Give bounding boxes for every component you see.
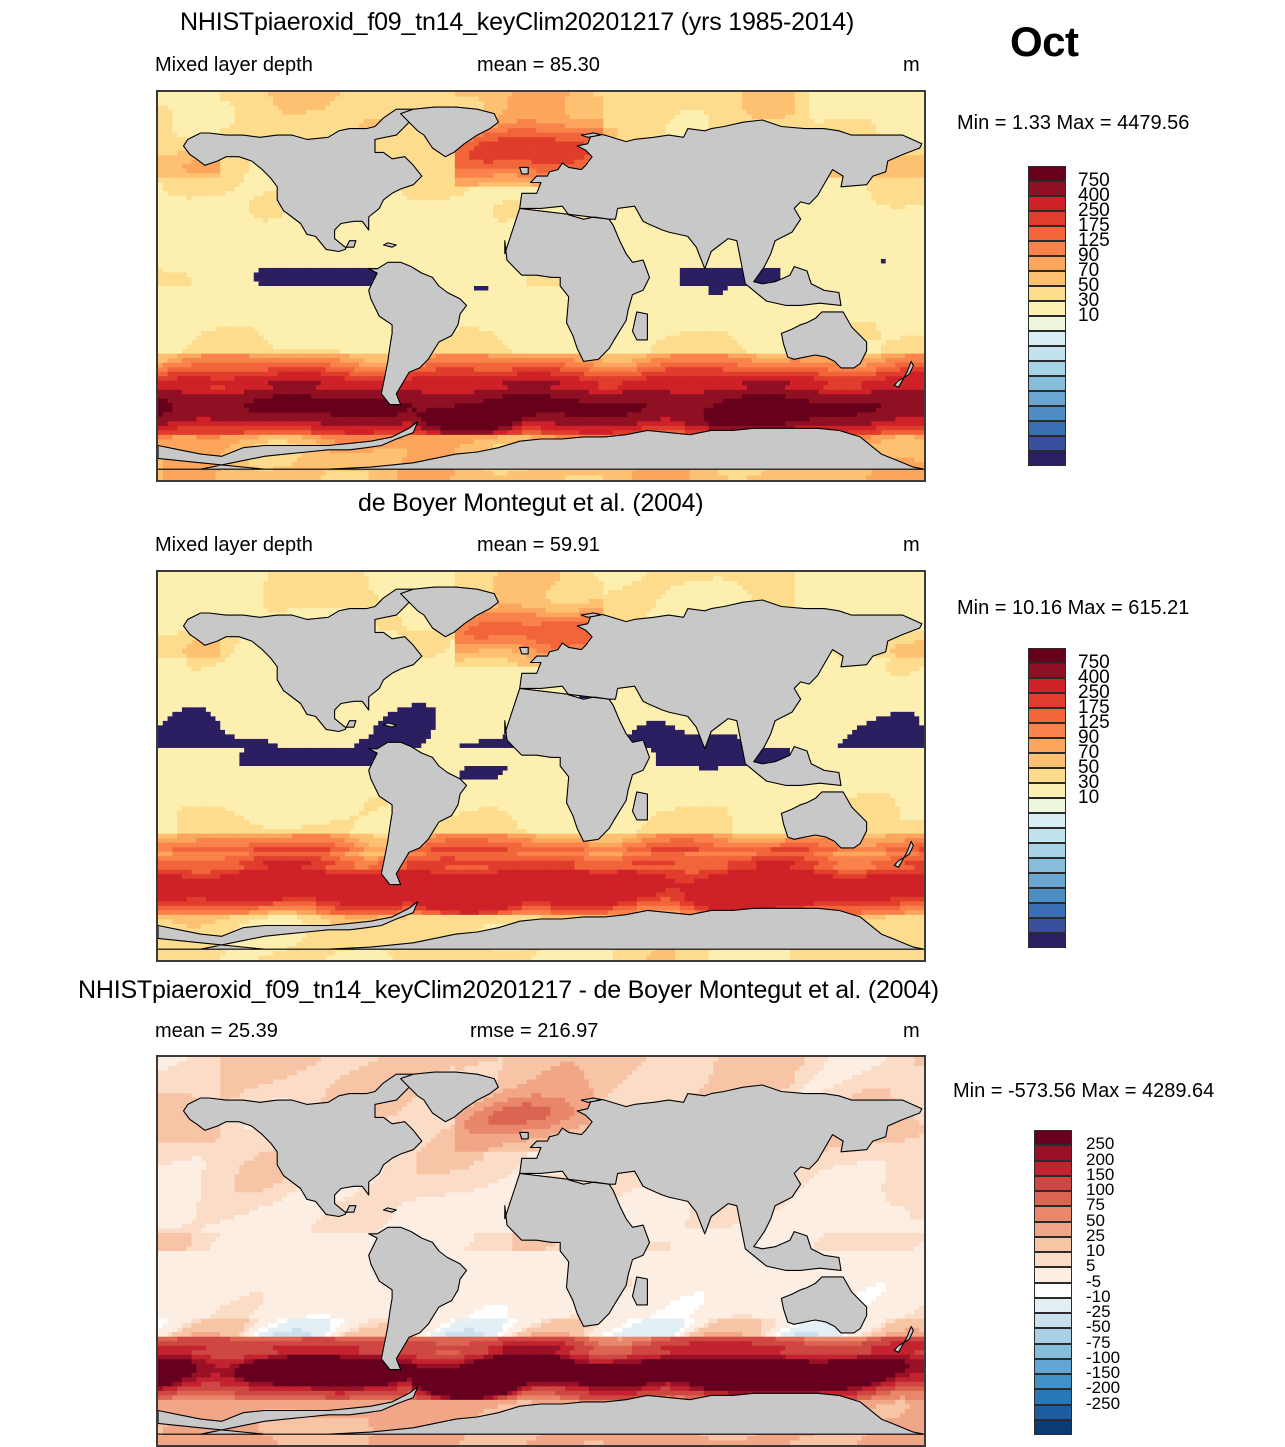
- colorbar-band: [1028, 678, 1066, 693]
- colorbar-band: [1034, 1222, 1072, 1237]
- panel-obs-mean: mean = 59.91: [477, 534, 600, 557]
- panel-diff-units: m: [903, 1020, 920, 1043]
- colorbar-band: [1028, 241, 1066, 256]
- colorbar-band: [1028, 783, 1066, 798]
- map-model[interactable]: [156, 90, 926, 482]
- landmass: [520, 1132, 529, 1139]
- colorbar-tick-label: 10: [1078, 788, 1099, 807]
- colorbar-band: [1028, 211, 1066, 226]
- landmass: [520, 167, 529, 174]
- colorbar-band: [1034, 1252, 1072, 1267]
- colorbar-band: [1034, 1176, 1072, 1191]
- colorbar-band: [1028, 648, 1066, 663]
- panel-obs-units: m: [903, 534, 920, 557]
- colorbar-band: [1034, 1191, 1072, 1206]
- colorbar-band: [1028, 331, 1066, 346]
- panel-diff-title: NHISTpiaeroxid_f09_tn14_keyClim20201217 …: [78, 976, 939, 1005]
- colorbar-band: [1028, 451, 1066, 466]
- colorbar-band: [1034, 1344, 1072, 1359]
- landmass: [520, 647, 529, 654]
- colorbar-band: [1034, 1161, 1072, 1176]
- colorbar-band: [1034, 1359, 1072, 1374]
- colorbar-band: [1034, 1405, 1072, 1420]
- colorbar-band: [1028, 858, 1066, 873]
- colorbar-band: [1034, 1420, 1072, 1435]
- panel-model-variable: Mixed layer depth: [155, 54, 313, 77]
- colorbar-band: [1028, 903, 1066, 918]
- colorbar-band: [1034, 1145, 1072, 1160]
- colorbar-band: [1028, 196, 1066, 211]
- colorbar-band: [1028, 301, 1066, 316]
- colorbar-band: [1034, 1389, 1072, 1404]
- map-canvas: [158, 92, 924, 480]
- colorbar-tick-label: 10: [1078, 306, 1099, 325]
- colorbar-diff[interactable]: [1034, 1130, 1072, 1435]
- colorbar-model[interactable]: [1028, 166, 1066, 466]
- colorbar-band: [1028, 798, 1066, 813]
- colorbar-band: [1028, 256, 1066, 271]
- colorbar-band: [1034, 1130, 1072, 1145]
- colorbar-band: [1034, 1237, 1072, 1252]
- map-canvas: [158, 572, 924, 960]
- colorbar-band: [1028, 768, 1066, 783]
- panel-diff-mean: mean = 25.39: [155, 1020, 278, 1043]
- colorbar-band: [1028, 436, 1066, 451]
- map-canvas: [158, 1057, 924, 1445]
- panel-model-mean: mean = 85.30: [477, 54, 600, 77]
- colorbar-band: [1028, 813, 1066, 828]
- panel-obs-minmax: Min = 10.16 Max = 615.21: [957, 597, 1189, 620]
- colorbar-band: [1028, 286, 1066, 301]
- colorbar-band: [1028, 406, 1066, 421]
- colorbar-band: [1028, 693, 1066, 708]
- colorbar-band: [1028, 376, 1066, 391]
- colorbar-band: [1028, 181, 1066, 196]
- colorbar-band: [1028, 316, 1066, 331]
- colorbar-band: [1034, 1298, 1072, 1313]
- colorbar-band: [1028, 843, 1066, 858]
- map-obs[interactable]: [156, 570, 926, 962]
- colorbar-band: [1028, 421, 1066, 436]
- colorbar-band: [1028, 933, 1066, 948]
- map-diff[interactable]: [156, 1055, 926, 1447]
- colorbar-obs[interactable]: [1028, 648, 1066, 948]
- colorbar-band: [1028, 873, 1066, 888]
- colorbar-band: [1034, 1328, 1072, 1343]
- colorbar-band: [1028, 918, 1066, 933]
- colorbar-band: [1028, 738, 1066, 753]
- colorbar-band: [1034, 1374, 1072, 1389]
- colorbar-band: [1034, 1283, 1072, 1298]
- colorbar-band: [1028, 166, 1066, 181]
- panel-diff-minmax: Min = -573.56 Max = 4289.64: [953, 1080, 1214, 1103]
- colorbar-band: [1028, 753, 1066, 768]
- colorbar-band: [1028, 271, 1066, 286]
- colorbar-band: [1028, 361, 1066, 376]
- colorbar-band: [1028, 663, 1066, 678]
- colorbar-band: [1028, 828, 1066, 843]
- colorbar-band: [1028, 226, 1066, 241]
- colorbar-band: [1034, 1206, 1072, 1221]
- colorbar-band: [1028, 888, 1066, 903]
- colorbar-band: [1028, 708, 1066, 723]
- panel-model-title: NHISTpiaeroxid_f09_tn14_keyClim20201217 …: [180, 8, 854, 37]
- colorbar-band: [1028, 346, 1066, 361]
- colorbar-band: [1028, 391, 1066, 406]
- colorbar-tick-label: -250: [1086, 1395, 1120, 1412]
- month-label: Oct: [1010, 18, 1079, 66]
- colorbar-band: [1028, 723, 1066, 738]
- panel-obs-title: de Boyer Montegut et al. (2004): [358, 489, 703, 518]
- panel-obs-variable: Mixed layer depth: [155, 534, 313, 557]
- panel-diff-rmse: rmse = 216.97: [470, 1020, 598, 1043]
- panel-model-units: m: [903, 54, 920, 77]
- colorbar-band: [1034, 1313, 1072, 1328]
- panel-model-minmax: Min = 1.33 Max = 4479.56: [957, 112, 1189, 135]
- colorbar-band: [1034, 1267, 1072, 1282]
